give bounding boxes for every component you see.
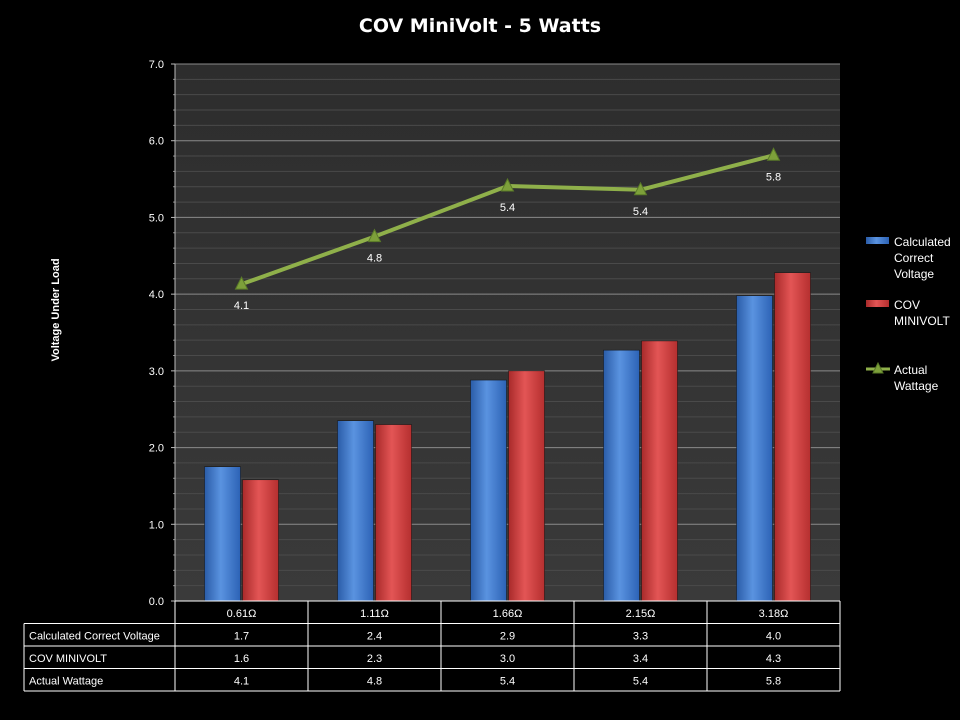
wattage-marker xyxy=(766,147,781,161)
x-category-label: 1.11Ω xyxy=(360,608,389,620)
bar-covminivolt-4 xyxy=(774,272,811,602)
wattage-marker xyxy=(633,181,648,196)
wattage-marker xyxy=(367,228,382,243)
chart-title: COV MiniVolt - 5 Watts xyxy=(359,15,601,37)
table-row-name: Calculated Correct Voltage xyxy=(29,631,160,643)
table-cell: 1.6 xyxy=(234,653,249,665)
bar-covminivolt-3 xyxy=(641,340,678,602)
gridlines xyxy=(175,63,840,587)
table-cell: 3.3 xyxy=(633,631,648,643)
legend-label: Correct xyxy=(894,251,934,265)
legend-swatch-0 xyxy=(866,237,889,244)
bars xyxy=(204,272,811,602)
y-axis: 0.0 1.0 2.0 3.0 4.0 5.0 6.0 7.0 xyxy=(149,59,176,608)
plot-area xyxy=(175,64,840,601)
table-cell: 4.3 xyxy=(766,653,781,665)
wattage-data-label: 5.8 xyxy=(766,171,781,183)
y-tick-label: 7.0 xyxy=(149,59,164,71)
y-tick-label: 0.0 xyxy=(149,596,164,608)
y-axis-label: Voltage Under Load xyxy=(50,258,62,361)
y-tick-label: 6.0 xyxy=(149,136,164,148)
table-row-name: Actual Wattage xyxy=(29,676,103,688)
legend-label: Wattage xyxy=(894,379,939,393)
table-cell: 2.4 xyxy=(367,631,382,643)
bar-calculated-2 xyxy=(470,379,507,602)
wattage-data-label: 4.1 xyxy=(234,300,249,312)
legend-label: Voltage xyxy=(894,267,934,281)
table-cell: 5.8 xyxy=(766,676,781,688)
table-cell: 4.0 xyxy=(766,631,781,643)
bar-calculated-1 xyxy=(337,420,374,602)
legend-swatch-1 xyxy=(866,300,889,307)
x-category-label: 0.61Ω xyxy=(227,608,257,620)
bar-covminivolt-2 xyxy=(508,370,545,602)
x-category-label: 3.18Ω xyxy=(759,608,789,620)
legend-marker xyxy=(872,361,884,374)
table-cell: 5.4 xyxy=(500,676,515,688)
table-cell: 3.0 xyxy=(500,653,515,665)
table-cell: 1.7 xyxy=(234,631,249,643)
y-tick-label: 5.0 xyxy=(149,212,164,224)
y-tick-label: 1.0 xyxy=(149,519,164,531)
table-cell: 2.3 xyxy=(367,653,382,665)
wattage-data-label: 5.4 xyxy=(633,206,648,218)
legend-label: Actual xyxy=(894,363,927,377)
legend-label: Calculated xyxy=(894,235,951,249)
bar-calculated-0 xyxy=(204,466,241,602)
wattage-marker xyxy=(234,276,249,290)
table-cell: 2.9 xyxy=(500,631,515,643)
actual-wattage-line: 4.1 4.8 5.4 5.4 5.8 xyxy=(234,147,781,312)
bar-covminivolt-1 xyxy=(375,424,412,602)
y-tick-label: 4.0 xyxy=(149,289,164,301)
table-row-name: COV MINIVOLT xyxy=(29,653,107,665)
legend: Calculated Correct Voltage COV MINIVOLT Actua… xyxy=(866,235,951,393)
x-category-label: 1.66Ω xyxy=(493,608,523,620)
x-category-label: 2.15Ω xyxy=(626,608,656,620)
legend-label: COV xyxy=(894,298,920,312)
table-cell: 3.4 xyxy=(633,653,648,665)
legend-label: MINIVOLT xyxy=(894,314,950,328)
wattage-marker xyxy=(500,177,515,192)
wattage-data-label: 5.4 xyxy=(500,202,515,214)
y-tick-label: 3.0 xyxy=(149,366,164,378)
y-tick-label: 2.0 xyxy=(149,443,164,455)
table-cell: 5.4 xyxy=(633,676,648,688)
bar-calculated-3 xyxy=(603,349,640,602)
bar-calculated-4 xyxy=(736,295,773,602)
bar-covminivolt-0 xyxy=(242,479,279,602)
table-cell: 4.8 xyxy=(367,676,382,688)
data-table: 0.61Ω 1.11Ω 1.66Ω 2.15Ω 3.18Ω Calculated Corr… xyxy=(23,600,841,692)
wattage-data-label: 4.8 xyxy=(367,253,382,265)
table-cell: 4.1 xyxy=(234,676,249,688)
